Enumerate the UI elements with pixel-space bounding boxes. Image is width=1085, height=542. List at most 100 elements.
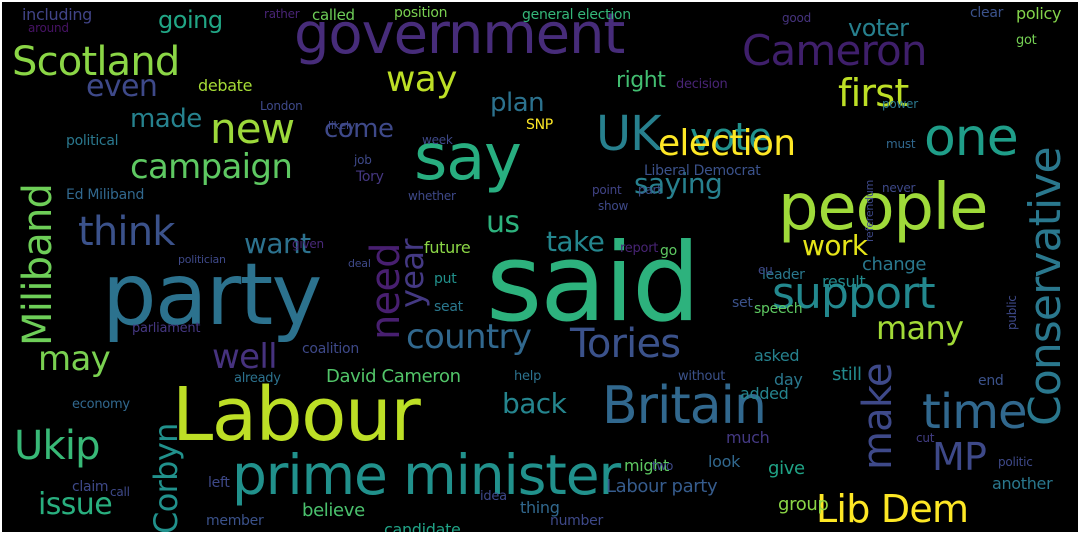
cloud-word: Miliband	[15, 183, 61, 346]
cloud-word: debate	[198, 76, 253, 95]
cloud-word: put	[434, 271, 457, 287]
cloud-word: public	[1005, 295, 1019, 330]
cloud-word: without	[678, 369, 726, 384]
cloud-word: power	[882, 97, 918, 111]
cloud-word: government	[294, 2, 625, 67]
cloud-word: week	[422, 133, 453, 147]
cloud-word: Labour party	[606, 476, 718, 497]
cloud-word: asked	[754, 346, 800, 365]
cloud-word: general election	[522, 7, 631, 23]
cloud-word: decision	[676, 77, 728, 92]
cloud-word: call	[110, 485, 130, 499]
cloud-word: saying	[634, 167, 723, 200]
cloud-word: economy	[72, 397, 130, 412]
cloud-word: time	[922, 384, 1028, 440]
cloud-word: MP	[932, 435, 987, 479]
cloud-word: look	[708, 452, 741, 471]
cloud-word: already	[234, 371, 281, 386]
cloud-word: Ed Miliband	[66, 187, 145, 203]
cloud-word: help	[514, 369, 542, 384]
cloud-word: referendum	[863, 179, 876, 242]
cloud-word: set	[732, 295, 753, 311]
cloud-word: leader	[762, 267, 805, 283]
cloud-word: give	[768, 458, 805, 479]
cloud-word: Tory	[356, 169, 384, 185]
cloud-word: member	[206, 513, 264, 529]
cloud-word: political	[66, 133, 119, 149]
cloud-word: coalition	[302, 341, 359, 357]
cloud-word: may	[38, 339, 111, 379]
cloud-word: many	[876, 309, 964, 347]
cloud-word: never	[882, 181, 916, 195]
cloud-word: rather	[264, 7, 300, 21]
cloud-word: prime minister	[232, 443, 621, 507]
cloud-word: make	[855, 363, 901, 470]
cloud-word: report	[620, 241, 659, 256]
cloud-word: likely	[328, 119, 356, 132]
cloud-word: part	[638, 183, 662, 197]
cloud-word: politic	[998, 455, 1033, 469]
cloud-word: candidate	[384, 520, 461, 533]
cloud-word: Cameron	[742, 26, 927, 75]
cloud-word: first	[838, 71, 909, 115]
cloud-word: go	[660, 243, 677, 259]
cloud-word: might	[624, 456, 670, 475]
cloud-word: made	[130, 104, 202, 134]
cloud-word: UK	[596, 106, 662, 162]
cloud-word: change	[862, 254, 927, 275]
cloud-word: politician	[178, 253, 226, 266]
cloud-word: two	[652, 459, 674, 473]
cloud-word: Corbyn	[147, 423, 185, 532]
cloud-word: vote	[690, 115, 772, 159]
cloud-word: including	[22, 5, 92, 24]
cloud-word: way	[386, 59, 457, 100]
cloud-word: show	[598, 199, 629, 213]
cloud-word: even	[86, 69, 158, 104]
cloud-word: believe	[302, 500, 365, 521]
cloud-word: around	[28, 21, 69, 35]
cloud-word: support	[772, 268, 936, 319]
cloud-word: say	[414, 121, 522, 195]
cloud-word: take	[546, 225, 605, 258]
cloud-word: clear	[970, 5, 1004, 21]
word-cloud: said party Labour government prime minis…	[2, 2, 1078, 532]
cloud-word: Liberal Democrat	[644, 163, 761, 179]
cloud-word: Scotland	[12, 39, 180, 85]
cloud-word: given	[292, 237, 324, 251]
cloud-word: got	[1016, 33, 1037, 48]
cloud-word: another	[992, 474, 1053, 493]
cloud-word: election	[658, 123, 796, 164]
cloud-word: said	[486, 221, 701, 346]
cloud-word: voter	[848, 14, 909, 42]
cloud-word: country	[406, 317, 532, 357]
cloud-word: Tories	[570, 321, 681, 367]
cloud-word: well	[212, 337, 278, 377]
cloud-word: come	[324, 114, 394, 144]
cloud-word: point	[592, 183, 622, 197]
cloud-word: London	[260, 99, 303, 113]
cloud-word: David Cameron	[326, 366, 461, 387]
cloud-word: want	[244, 227, 311, 260]
cloud-word: seat	[434, 299, 463, 315]
cloud-word: much	[726, 428, 770, 447]
cloud-word: us	[486, 205, 520, 240]
cloud-word: issue	[38, 487, 113, 522]
cloud-word: position	[394, 5, 448, 21]
cloud-word: job	[354, 153, 372, 167]
cloud-word: called	[312, 6, 355, 24]
cloud-word: Ukip	[14, 423, 101, 469]
cloud-word: campaign	[130, 147, 293, 187]
cloud-word: thing	[520, 498, 560, 517]
cloud-word: new	[210, 104, 295, 153]
cloud-word: day	[774, 370, 803, 389]
cloud-word: right	[616, 68, 666, 93]
cloud-word: cut	[916, 431, 935, 445]
cloud-word: parliament	[132, 321, 201, 336]
cloud-word: left	[208, 475, 230, 491]
cloud-word: number	[550, 513, 603, 529]
cloud-word: think	[78, 209, 175, 255]
cloud-word: must	[886, 137, 916, 151]
cloud-word: whether	[408, 189, 456, 203]
cloud-word: Britain	[602, 376, 767, 436]
cloud-word: deal	[348, 257, 371, 270]
